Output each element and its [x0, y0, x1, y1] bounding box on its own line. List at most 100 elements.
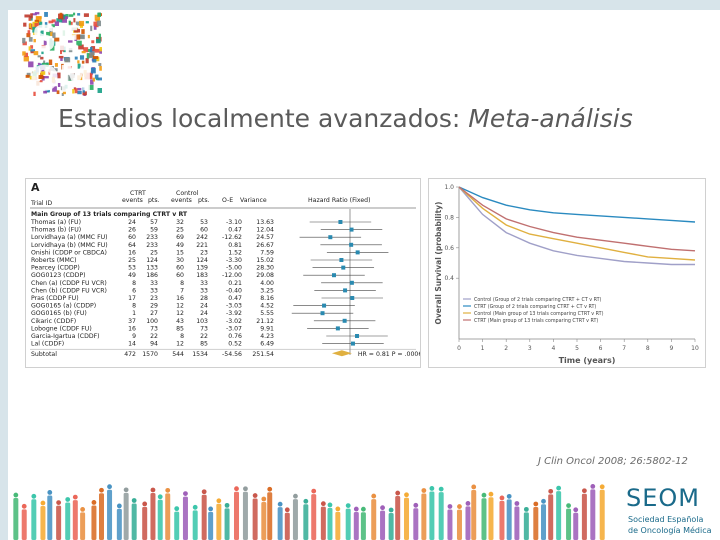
forest-plot: A CTRT Control Trial ID events pts. events pts.… — [30, 181, 420, 358]
person-head — [234, 486, 239, 492]
logo-text-om: OM — [30, 59, 93, 96]
mosaic-tile — [48, 59, 53, 65]
mosaic-tile — [36, 16, 42, 19]
person-head — [80, 507, 86, 512]
o-minus-e: -3.10 — [226, 219, 242, 226]
person-body — [471, 489, 477, 540]
mosaic-tile — [64, 16, 68, 19]
variance: 13.63 — [256, 219, 274, 226]
variance: 4.00 — [260, 280, 274, 287]
person-head — [327, 502, 333, 508]
survival-series-line — [458, 186, 695, 266]
person-body — [447, 509, 453, 540]
control-events: 60 — [176, 265, 184, 272]
mosaic-tile — [90, 25, 93, 32]
person-head — [345, 503, 351, 509]
mosaic-tile — [79, 55, 85, 60]
mosaic-tile — [22, 51, 26, 56]
person-body — [98, 493, 104, 540]
mosaic-tile — [33, 91, 36, 96]
mosaic-tile — [49, 30, 53, 37]
x-tick-label: 8 — [646, 345, 650, 352]
header-variance: Variance — [240, 197, 267, 204]
mosaic-tile — [36, 65, 40, 68]
person-body — [523, 512, 529, 540]
mosaic-tile — [56, 90, 60, 95]
trial-name: Lorvidhaya (a) (MMC FU) — [31, 234, 108, 241]
control-pts: 33 — [200, 287, 208, 294]
control-events: 30 — [176, 257, 184, 264]
o-minus-e: -3.30 — [226, 257, 242, 264]
o-minus-e: -3.03 — [226, 303, 242, 310]
mosaic-tile — [99, 49, 102, 54]
variance: 3.25 — [260, 287, 274, 294]
person-head — [429, 486, 435, 491]
hr-point — [349, 242, 354, 247]
o-minus-e: 0.21 — [228, 280, 242, 287]
mosaic-tile — [97, 88, 102, 93]
o-minus-e: -5.00 — [226, 265, 242, 272]
person-head — [252, 493, 258, 498]
person-body — [165, 493, 171, 540]
person-head — [150, 487, 156, 493]
mosaic-tile — [44, 76, 49, 79]
person-head — [216, 498, 222, 504]
control-events: 8 — [180, 333, 184, 340]
person-head — [548, 488, 554, 494]
mosaic-tile — [60, 57, 63, 61]
control-pts: 242 — [196, 234, 208, 241]
person-head — [533, 501, 539, 507]
person-body — [541, 504, 547, 540]
mosaic-tile — [89, 51, 95, 56]
survival-curve-panel: 0.4 0.6 0.8 1.0 0 1 2 3 4 5 6 7 8 9 10 Time (years) Over… — [428, 178, 706, 368]
person-body — [284, 512, 290, 540]
mosaic-tile — [34, 22, 40, 28]
person-head — [91, 500, 97, 505]
mosaic-tile — [32, 26, 38, 33]
hr-point — [335, 326, 340, 331]
variance: 6.49 — [260, 341, 274, 348]
mosaic-tile — [48, 20, 54, 24]
control-pts: 183 — [196, 272, 208, 279]
person-body — [590, 489, 596, 540]
mosaic-tile — [90, 79, 94, 85]
trial-name: Chen (b) (CDDP FU VCR) — [31, 287, 107, 294]
mosaic-tile — [71, 33, 76, 37]
trial-name: Thomas (b) (FU) — [30, 227, 81, 234]
mosaic-tile — [71, 27, 78, 31]
person-head — [457, 504, 462, 509]
control-pts: 23 — [200, 249, 208, 256]
person-head — [243, 486, 248, 492]
person-body — [292, 499, 298, 540]
person-body — [40, 506, 46, 540]
hr-point — [349, 227, 354, 232]
mosaic-tile — [54, 21, 60, 26]
hr-point — [355, 334, 360, 338]
person-body — [429, 491, 435, 540]
survival-series-line — [458, 186, 696, 252]
person-head — [123, 487, 129, 493]
person-body — [65, 502, 71, 540]
mosaic-tile — [85, 58, 89, 64]
mosaic-tile — [22, 41, 27, 46]
mosaic-tile — [97, 77, 102, 81]
person-body — [371, 499, 377, 540]
control-pts: 73 — [200, 325, 208, 332]
person-body — [252, 498, 258, 540]
mosaic-tile — [52, 86, 57, 92]
person-head — [224, 502, 230, 508]
hr-point — [355, 250, 360, 255]
mosaic-tile — [97, 12, 101, 17]
mosaic-tile — [63, 46, 66, 53]
header-ctrt: CTRT — [130, 190, 146, 197]
mosaic-tile — [42, 62, 45, 65]
mosaic-tile — [37, 55, 41, 58]
mosaic-tile — [32, 73, 37, 76]
hr-point — [342, 318, 347, 323]
mosaic-tile — [40, 56, 44, 60]
mosaic-tile — [44, 24, 48, 28]
footer-people-illustration — [13, 483, 605, 540]
ctrt-events: 6 — [132, 287, 136, 294]
mosaic-tile — [87, 48, 92, 53]
legend-label: Control (Main group of 13 trials compari… — [474, 311, 604, 317]
